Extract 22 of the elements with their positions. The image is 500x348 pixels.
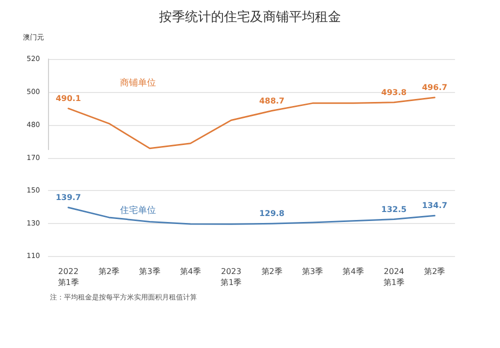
- x-tick-label: 第2季: [261, 267, 282, 276]
- x-tick-label: 2023 第1季: [220, 267, 242, 287]
- data-label: 132.5: [381, 204, 408, 214]
- line-series: [68, 206, 436, 225]
- data-label: 490.1: [56, 94, 82, 103]
- x-tick-label: 2024 第1季: [383, 267, 404, 287]
- chart-title: 按季统计的住宅及商铺平均租金: [159, 9, 341, 25]
- series-label: 住宅单位: [120, 205, 156, 216]
- text: 商铺单位: [120, 78, 156, 88]
- x-tick-label: 第4季: [342, 267, 364, 276]
- x-tick-label: 第2季: [98, 267, 120, 276]
- data-label: 496.7: [422, 83, 448, 92]
- x-tick-label: 第3季: [139, 267, 160, 276]
- x-tick-label: 第3季: [302, 267, 324, 276]
- data-label: 129.8: [259, 209, 285, 218]
- x-tick-label: 第4季: [180, 267, 201, 276]
- data-label: 488.7: [259, 96, 285, 106]
- data-label: 134.7: [422, 201, 448, 210]
- data-label: 139.7: [56, 192, 82, 202]
- x-tick-label: 2022 第1季: [58, 267, 79, 287]
- data-label: 493.8: [381, 88, 408, 97]
- x-tick-label: 第2季: [424, 267, 446, 276]
